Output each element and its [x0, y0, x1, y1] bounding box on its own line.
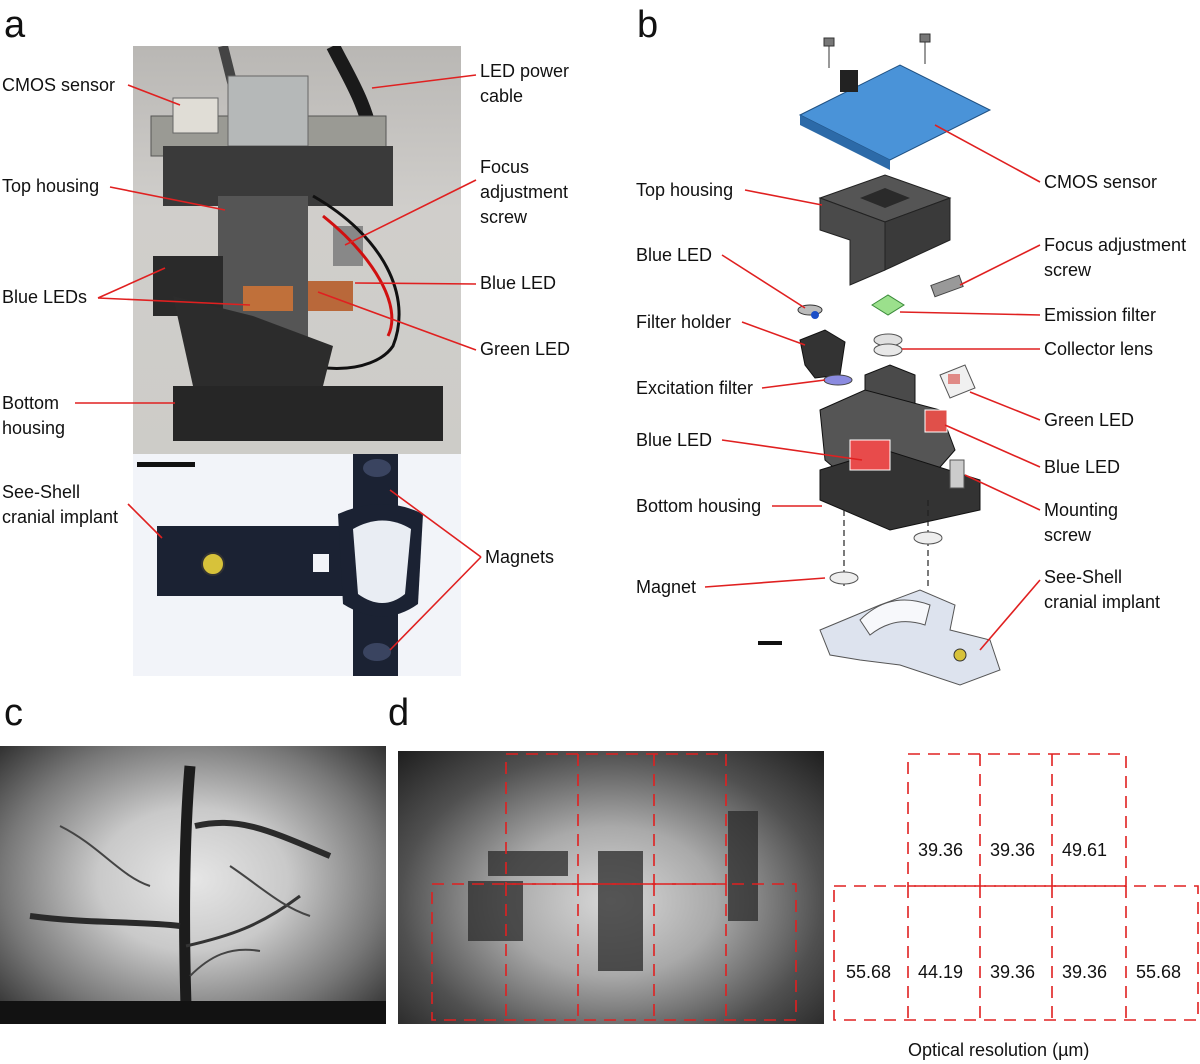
- resolution-bottom-4: 39.36: [1062, 962, 1108, 982]
- panel-c-letter: c: [4, 692, 23, 734]
- label-b-green-led: Green LED: [1044, 410, 1135, 430]
- scale-bar-a: [137, 462, 195, 467]
- label-a-bottom-housing-text: Bottom housing: [2, 393, 66, 438]
- label-b-mounting-screw-text: Mounting screw: [1044, 500, 1119, 545]
- label-a-bottom-housing: Bottom housing: [2, 391, 65, 441]
- label-b-see-shell: See-Shell cranial implant: [1044, 565, 1160, 615]
- label-b-blue-led-2: Blue LED: [636, 430, 713, 450]
- label-a-magnets: Magnets: [485, 547, 555, 567]
- label-b-see-shell-text: See-Shell cranial implant: [1044, 567, 1161, 612]
- label-b-cmos-sensor: CMOS sensor: [1044, 172, 1158, 192]
- resolution-bottom-1: 55.68: [846, 962, 892, 982]
- label-a-focus-screw-text: Focus adjustment screw: [480, 157, 569, 227]
- implant-photo: [133, 454, 461, 676]
- label-b-magnet: Magnet: [636, 577, 697, 597]
- resolution-top-3: 49.61: [1062, 840, 1108, 860]
- resolution-target-image: [398, 751, 824, 1024]
- label-a-green-led: Green LED: [480, 339, 571, 359]
- label-a-led-power-cable-text: LED power cable: [480, 61, 570, 106]
- label-b-blue-led-1: Blue LED: [636, 245, 713, 265]
- label-b-excitation-filter: Excitation filter: [636, 378, 754, 398]
- label-b-focus-screw: Focus adjustment screw: [1044, 233, 1186, 283]
- label-a-led-power-cable: LED power cable: [480, 59, 569, 109]
- resolution-bottom-2: 44.19: [918, 962, 964, 982]
- resolution-top-2: 39.36: [990, 840, 1036, 860]
- label-a-cmos-sensor: CMOS sensor: [2, 75, 116, 95]
- label-b-collector-lens: Collector lens: [1044, 339, 1154, 359]
- label-b-top-housing: Top housing: [636, 180, 734, 200]
- panel-a-letter: a: [4, 4, 26, 46]
- exploded-view-drawing: [797, 33, 1001, 686]
- scale-bar-b: [758, 641, 782, 645]
- label-a-blue-leds: Blue LEDs: [2, 287, 88, 307]
- label-a-top-housing: Top housing: [2, 176, 100, 196]
- label-b-blue-led-3: Blue LED: [1044, 457, 1121, 477]
- label-b-focus-screw-text: Focus adjustment screw: [1044, 235, 1187, 280]
- panel-d-letter: d: [388, 692, 410, 734]
- label-a-blue-led: Blue LED: [480, 273, 557, 293]
- resolution-bottom-3: 39.36: [990, 962, 1036, 982]
- resolution-bottom-5: 55.68: [1136, 962, 1182, 982]
- resolution-top-1: 39.36: [918, 840, 964, 860]
- label-b-mounting-screw: Mounting screw: [1044, 498, 1118, 548]
- microscope-photo: [133, 46, 461, 454]
- label-b-bottom-housing: Bottom housing: [636, 496, 762, 516]
- label-a-see-shell: See-Shell cranial implant: [2, 480, 118, 530]
- resolution-caption: Optical resolution (µm): [908, 1040, 1090, 1060]
- label-b-emission-filter: Emission filter: [1044, 305, 1157, 325]
- panel-b-letter: b: [637, 4, 659, 46]
- label-b-filter-holder: Filter holder: [636, 312, 732, 332]
- label-a-see-shell-text: See-Shell cranial implant: [2, 482, 119, 527]
- label-a-focus-screw: Focus adjustment screw: [480, 155, 568, 230]
- cortex-image: [0, 746, 386, 1024]
